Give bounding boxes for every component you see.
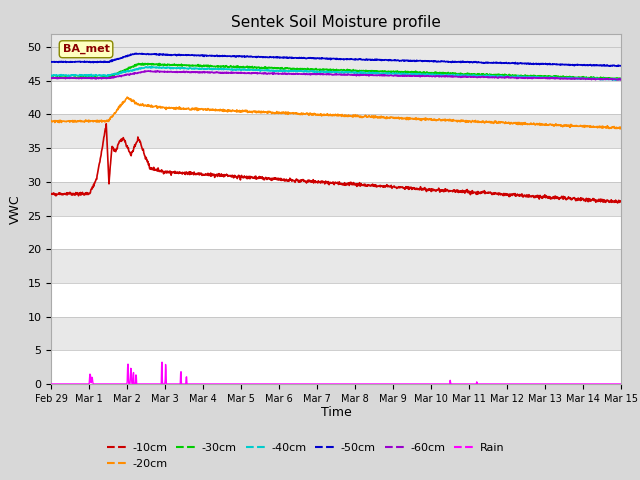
Bar bbox=[51, 47, 621, 81]
Bar bbox=[51, 317, 621, 350]
Text: BA_met: BA_met bbox=[63, 44, 109, 54]
Bar bbox=[51, 283, 621, 317]
Bar bbox=[51, 81, 621, 114]
Title: Sentek Soil Moisture profile: Sentek Soil Moisture profile bbox=[231, 15, 441, 30]
Bar bbox=[51, 114, 621, 148]
Bar bbox=[51, 350, 621, 384]
Bar bbox=[51, 249, 621, 283]
Y-axis label: VWC: VWC bbox=[9, 194, 22, 224]
X-axis label: Time: Time bbox=[321, 407, 351, 420]
Bar bbox=[51, 148, 621, 182]
Bar bbox=[51, 216, 621, 249]
Bar bbox=[51, 182, 621, 216]
Legend: -10cm, -20cm, -30cm, -40cm, -50cm, -60cm, Rain: -10cm, -20cm, -30cm, -40cm, -50cm, -60cm… bbox=[102, 439, 509, 473]
